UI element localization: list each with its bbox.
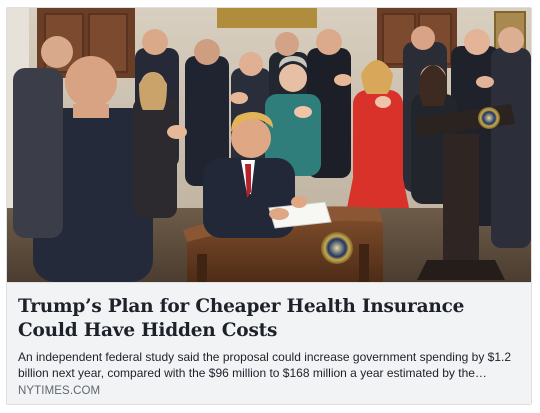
link-preview-card[interactable]: Trump’s Plan for Cheaper Health Insuranc… [6, 7, 532, 405]
article-summary: An independent federal study said the pr… [18, 350, 512, 380]
link-caption[interactable]: Trump’s Plan for Cheaper Health Insuranc… [7, 282, 531, 404]
article-photo[interactable] [7, 8, 531, 282]
source-domain: NYTIMES.COM [18, 385, 101, 397]
article-photo-illustration [7, 8, 531, 282]
article-headline[interactable]: Trump’s Plan for Cheaper Health Insuranc… [18, 296, 465, 341]
